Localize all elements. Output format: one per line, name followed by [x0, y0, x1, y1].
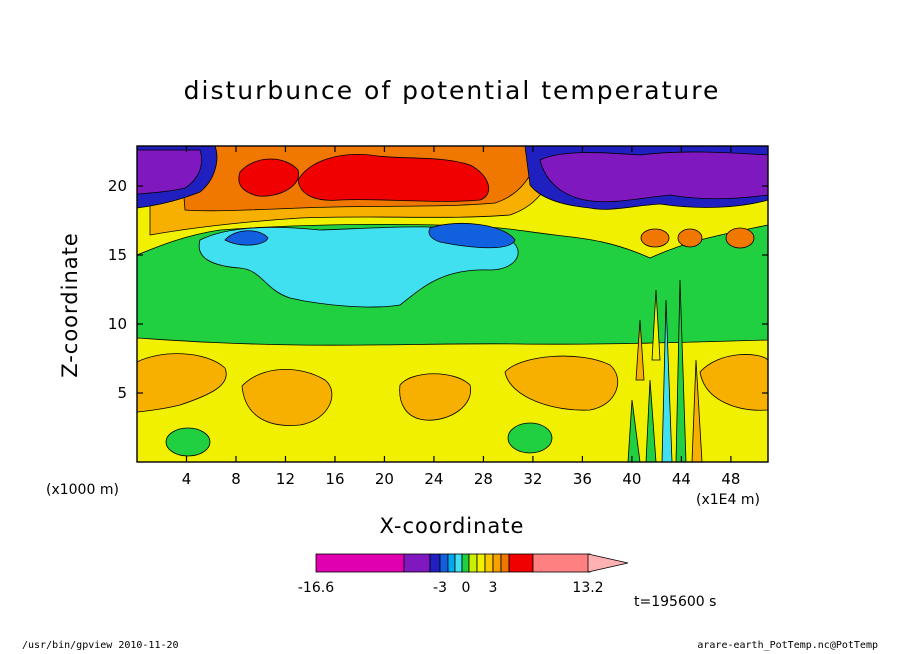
- colorbar-label: 0: [462, 580, 471, 596]
- y-axis-label: Z-coordinate: [58, 232, 82, 378]
- colorbar-label: 13.2: [572, 580, 603, 596]
- colorbar-label: -16.6: [298, 580, 334, 596]
- footer-left: /usr/bin/gpview 2010-11-20: [22, 640, 179, 651]
- colorbar-segment: [439, 553, 449, 573]
- x-tick-label: 32: [523, 470, 542, 488]
- x-axis-ticks: 4 8 12 16 20 24 28 32 36 40 44 48: [182, 146, 740, 488]
- y-tick-label: 20: [108, 177, 127, 195]
- colorbar-segment: [315, 553, 405, 573]
- surface-neutral-blobs: [165, 422, 553, 457]
- x-tick-label: 28: [474, 470, 493, 488]
- colorbar-segment: [484, 553, 494, 573]
- colorbar-segment: [403, 553, 431, 573]
- colorbar: -16.6 -3 0 3 13.2: [298, 553, 629, 596]
- chart-title: disturbunce of potential temperature: [183, 76, 721, 105]
- x-scale-label: (x1E4 m): [696, 492, 760, 508]
- time-label: t=195600 s: [634, 594, 717, 610]
- x-tick-label: 8: [231, 470, 241, 488]
- y-axis-ticks: 5 10 15 20: [108, 177, 768, 402]
- lower-warm-cells: [137, 353, 768, 426]
- x-tick-label: 44: [672, 470, 691, 488]
- x-unit-label: (x1000 m): [46, 482, 119, 498]
- right-warm-cells: [640, 227, 755, 249]
- x-tick-label: 20: [375, 470, 394, 488]
- y-tick-label: 5: [117, 384, 127, 402]
- upper-warm-band: [238, 154, 490, 202]
- colorbar-segment: [492, 553, 502, 573]
- wave-striations: [627, 279, 703, 462]
- colorbar-segment: [476, 553, 486, 573]
- x-tick-label: 4: [182, 470, 192, 488]
- colorbar-label: -3: [433, 580, 447, 596]
- x-axis-label: X-coordinate: [379, 514, 525, 538]
- y-tick-label: 10: [108, 315, 127, 333]
- x-tick-label: 48: [721, 470, 740, 488]
- cold-pool-cores: [224, 222, 516, 249]
- colorbar-segment: [454, 553, 463, 573]
- x-tick-label: 12: [276, 470, 295, 488]
- top-cold-cores: [137, 146, 768, 210]
- footer-right: arare-earth_PotTemp.nc@PotTemp: [697, 640, 878, 651]
- x-tick-label: 36: [573, 470, 592, 488]
- colorbar-segment: [532, 553, 591, 573]
- colorbar-segment: [429, 553, 441, 573]
- colorbar-segment: [508, 553, 534, 573]
- x-tick-label: 16: [325, 470, 344, 488]
- y-tick-label: 15: [108, 246, 127, 264]
- x-tick-label: 40: [622, 470, 641, 488]
- contour-fill-area: [137, 146, 768, 462]
- colorbar-segment: [500, 553, 510, 573]
- upper-cold-pool: [198, 226, 519, 308]
- plot-frame: [136, 145, 769, 463]
- colorbar-segment: [461, 553, 470, 573]
- colorbar-segment: [447, 553, 456, 573]
- colorbar-label: 3: [489, 580, 498, 596]
- x-tick-label: 24: [424, 470, 443, 488]
- colorbar-segment: [468, 553, 478, 573]
- colorbar-extend-arrow: [587, 553, 629, 573]
